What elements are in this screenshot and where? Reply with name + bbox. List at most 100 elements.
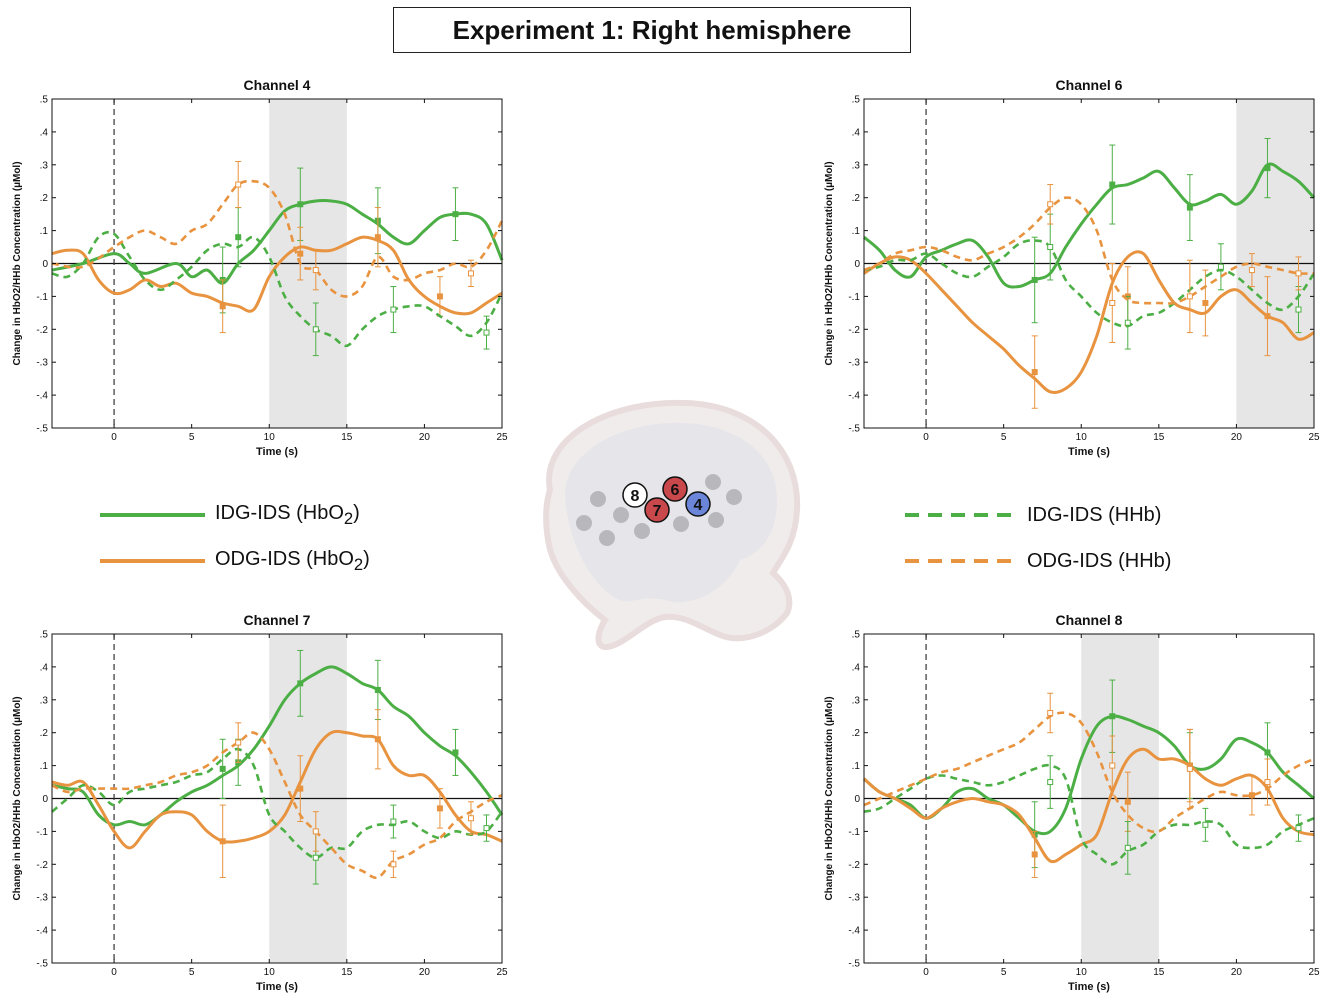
x-tick-label: 0 — [923, 432, 929, 443]
x-tick-label: 15 — [1153, 432, 1165, 443]
series-4 — [863, 184, 1315, 343]
x-tick-label: 25 — [496, 967, 508, 978]
error-bar — [452, 728, 459, 776]
error-bar — [1264, 276, 1271, 357]
channel-7-marker: 7 — [644, 497, 670, 523]
error-bar — [312, 249, 319, 291]
legend-line-green-dashed — [905, 513, 1017, 517]
y-tick-label: -.2 — [36, 325, 48, 336]
y-tick-label: -.3 — [848, 893, 860, 904]
series-1 — [863, 137, 1316, 324]
brain-surface — [565, 422, 778, 603]
error-bar — [1264, 137, 1271, 199]
x-axis-label: Time (s) — [1068, 981, 1110, 993]
error-bar — [483, 814, 490, 842]
y-tick-label: 0 — [42, 794, 48, 805]
error-bar — [219, 279, 226, 334]
x-tick-label: 10 — [264, 967, 276, 978]
y-tick-label: .5 — [40, 95, 49, 106]
error-bar — [1109, 144, 1116, 225]
x-tick-label: 25 — [496, 432, 508, 443]
y-axis-label: Change in HbO2/HHb Concentration (µMol) — [824, 696, 835, 900]
x-tick-label: 0 — [111, 967, 117, 978]
legend-label-idg-hhb: IDG-IDS (HHb) — [1027, 503, 1162, 526]
legend-label-idg-hbo2: IDG-IDS (HbO — [215, 501, 344, 524]
error-bar — [1295, 256, 1302, 291]
x-tick-label: 20 — [419, 432, 431, 443]
y-tick-label: .1 — [40, 761, 49, 772]
y-tick-label: -.5 — [36, 959, 48, 970]
x-axis-label: Time (s) — [256, 981, 298, 993]
x-tick-label: 5 — [189, 967, 195, 978]
chart-channel-6: .5 .4 .3 .2 .1 0 -.1 -.2 -.3 -.4 -.5 0 5 10 15 20 25 Chan… — [824, 77, 1320, 458]
error-bar — [1186, 174, 1193, 241]
chart-title: Channel 8 — [1056, 612, 1123, 628]
x-tick-label: 10 — [1076, 432, 1088, 443]
error-bar — [1217, 243, 1224, 291]
channel-4-marker: 4 — [685, 491, 711, 517]
error-bar — [1295, 814, 1302, 842]
y-axis-label: Change in HbO2/HHb Concentration (µMol) — [12, 696, 23, 900]
error-bar — [1248, 774, 1255, 816]
error-bar — [297, 755, 304, 823]
error-bar — [1124, 821, 1131, 875]
y-tick-label: .1 — [852, 226, 861, 237]
chart-title: Channel 6 — [1056, 77, 1123, 93]
y-tick-label: -.1 — [36, 827, 48, 838]
y-tick-label: -.5 — [848, 424, 860, 435]
legend-line-green-solid — [100, 513, 205, 517]
error-bar — [1109, 735, 1116, 796]
series-line — [863, 711, 1315, 834]
y-tick-label: -.2 — [36, 860, 48, 871]
chart-channel-7: .5 .4 .3 .2 .1 0 -.1 -.2 -.3 -.4 -.5 0 5 10 15 20 25 Chan… — [12, 612, 508, 993]
y-tick-label: -.3 — [36, 358, 48, 369]
series-4 — [863, 692, 1315, 834]
error-bar — [1109, 263, 1116, 343]
y-tick-label: -.2 — [848, 860, 860, 871]
error-bar — [436, 788, 443, 829]
legend-item-idg-hhb: IDG-IDS (HHb) — [905, 492, 1171, 538]
error-bar — [390, 804, 397, 839]
y-tick-label: -.1 — [848, 292, 860, 303]
chart-channel-8: .5 .4 .3 .2 .1 0 -.1 -.2 -.3 -.4 -.5 0 5 10 15 20 25 Chan… — [824, 612, 1320, 993]
x-tick-label: 10 — [1076, 967, 1088, 978]
error-bar — [1047, 755, 1054, 809]
error-bar — [1202, 269, 1209, 337]
x-tick-label: 5 — [1001, 967, 1007, 978]
x-tick-label: 5 — [189, 432, 195, 443]
error-bar — [1047, 692, 1054, 734]
y-tick-label: 0 — [854, 259, 860, 270]
y-tick-label: -.4 — [848, 391, 860, 402]
error-bar — [452, 187, 459, 241]
series-line — [51, 729, 503, 850]
x-axis-label: Time (s) — [256, 446, 298, 458]
x-tick-label: 5 — [1001, 432, 1007, 443]
x-tick-label: 15 — [341, 432, 353, 443]
y-tick-label: .2 — [852, 728, 861, 739]
error-bar — [1264, 758, 1271, 806]
y-tick-label: .1 — [852, 761, 861, 772]
y-tick-label: .3 — [852, 695, 861, 706]
y-tick-label: .3 — [40, 160, 49, 171]
error-bar — [219, 804, 226, 878]
chart-channel-4: .5 .4 .3 .2 .1 0 -.1 -.2 -.3 -.4 -.5 0 5 10 15 20 25 Chan… — [12, 77, 508, 458]
y-tick-label: -.3 — [848, 358, 860, 369]
series-line — [863, 162, 1316, 289]
x-tick-label: 25 — [1308, 967, 1320, 978]
y-tick-label: -.3 — [36, 893, 48, 904]
svg-text:6: 6 — [671, 482, 680, 499]
chart-title: Channel 4 — [244, 77, 311, 93]
error-bar — [219, 738, 226, 799]
y-tick-label: .5 — [852, 95, 861, 106]
series-3 — [51, 747, 504, 885]
svg-text:7: 7 — [653, 503, 662, 520]
y-tick-label: .5 — [40, 630, 49, 641]
y-tick-label: -.5 — [848, 959, 860, 970]
legend-item-idg-hbo2: IDG-IDS (HbO2) — [100, 492, 370, 538]
y-axis-label: Change in HbO2/HHb Concentration (µMol) — [12, 161, 23, 365]
optode-grid — [576, 474, 742, 546]
series-line — [51, 665, 504, 827]
y-tick-label: -.4 — [36, 391, 48, 402]
error-bar — [312, 811, 319, 852]
x-tick-label: 20 — [1231, 967, 1243, 978]
